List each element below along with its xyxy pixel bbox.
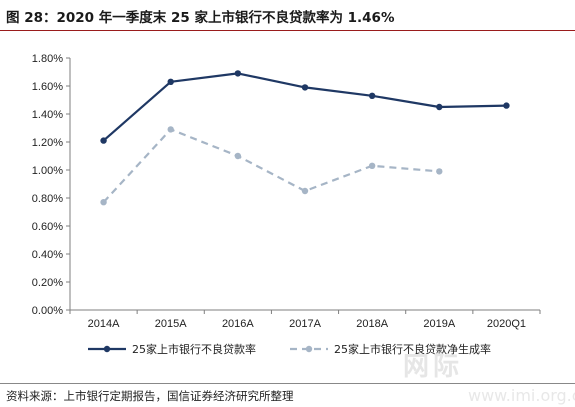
watermark: 网际 — [403, 352, 464, 382]
series-line-2 — [102, 128, 440, 203]
x-tick-label: 2017A — [289, 318, 321, 330]
series-line-1 — [102, 72, 507, 142]
legend: 25家上市银行不良贷款率 25家上市银行不良贷款净生成率 — [88, 342, 491, 356]
x-tick-label: 2020Q1 — [487, 318, 526, 330]
series-1-point — [100, 137, 107, 144]
x-tick-label: 2014A — [88, 318, 120, 330]
y-tick-label: 0.80% — [32, 193, 63, 205]
source-note: 资料来源：上市银行定期报告，国信证券经济研究所整理 — [6, 389, 294, 403]
x-tick-label: 2016A — [222, 318, 254, 330]
series-2-point — [167, 126, 174, 133]
title-divider — [0, 30, 575, 31]
legend-marker-1 — [103, 345, 111, 353]
series-1-point — [167, 78, 174, 86]
x-tick-label: 2019A — [423, 318, 455, 330]
series-2-point — [368, 162, 376, 169]
watermark-url: www.imi.org.cn — [468, 386, 575, 405]
series-layer — [100, 70, 510, 206]
line-chart: 0.00% 0.20% 0.40% 0.60% 0.80% 1.00% 1.20% 1.40%… — [32, 53, 541, 356]
y-tick-label: 1.60% — [32, 81, 63, 93]
legend-label-1: 25家上市银行不良贷款率 — [132, 342, 256, 356]
y-tick-label: 1.40% — [32, 109, 63, 121]
y-axis: 0.00% 0.20% 0.40% 0.60% 0.80% 1.00% 1.20% 1.40%… — [32, 53, 71, 317]
y-tick-label: 0.60% — [32, 221, 63, 233]
source-divider — [0, 383, 575, 384]
y-tick-label: 0.00% — [32, 305, 63, 317]
legend-marker-2 — [305, 345, 313, 353]
y-tick-label: 1.00% — [32, 165, 63, 177]
y-tick-label: 0.20% — [32, 277, 63, 289]
y-tick-label: 1.80% — [32, 53, 63, 65]
series-1-point — [368, 92, 376, 100]
series-1-point — [436, 103, 443, 111]
series-1-point — [503, 102, 510, 109]
x-tick-label: 2018A — [356, 318, 388, 330]
series-1-point — [234, 70, 242, 77]
figure-title: 图 28：2020 年一季度末 25 家上市银行不良贷款率为 1.46% — [6, 10, 395, 26]
y-tick-label: 0.40% — [32, 249, 63, 261]
y-tick-label: 1.20% — [32, 137, 63, 149]
series-2-point — [436, 168, 443, 175]
series-2-point — [100, 199, 107, 206]
series-2-point — [301, 187, 309, 195]
legend-label-2: 25家上市银行不良贷款净生成率 — [334, 342, 491, 356]
series-2-point — [234, 152, 242, 160]
x-tick-label: 2015A — [155, 318, 187, 330]
series-1-point — [301, 84, 309, 91]
x-axis: 2014A 2015A 2016A 2017A 2018A 2019A 2020Q1 — [69, 309, 541, 330]
